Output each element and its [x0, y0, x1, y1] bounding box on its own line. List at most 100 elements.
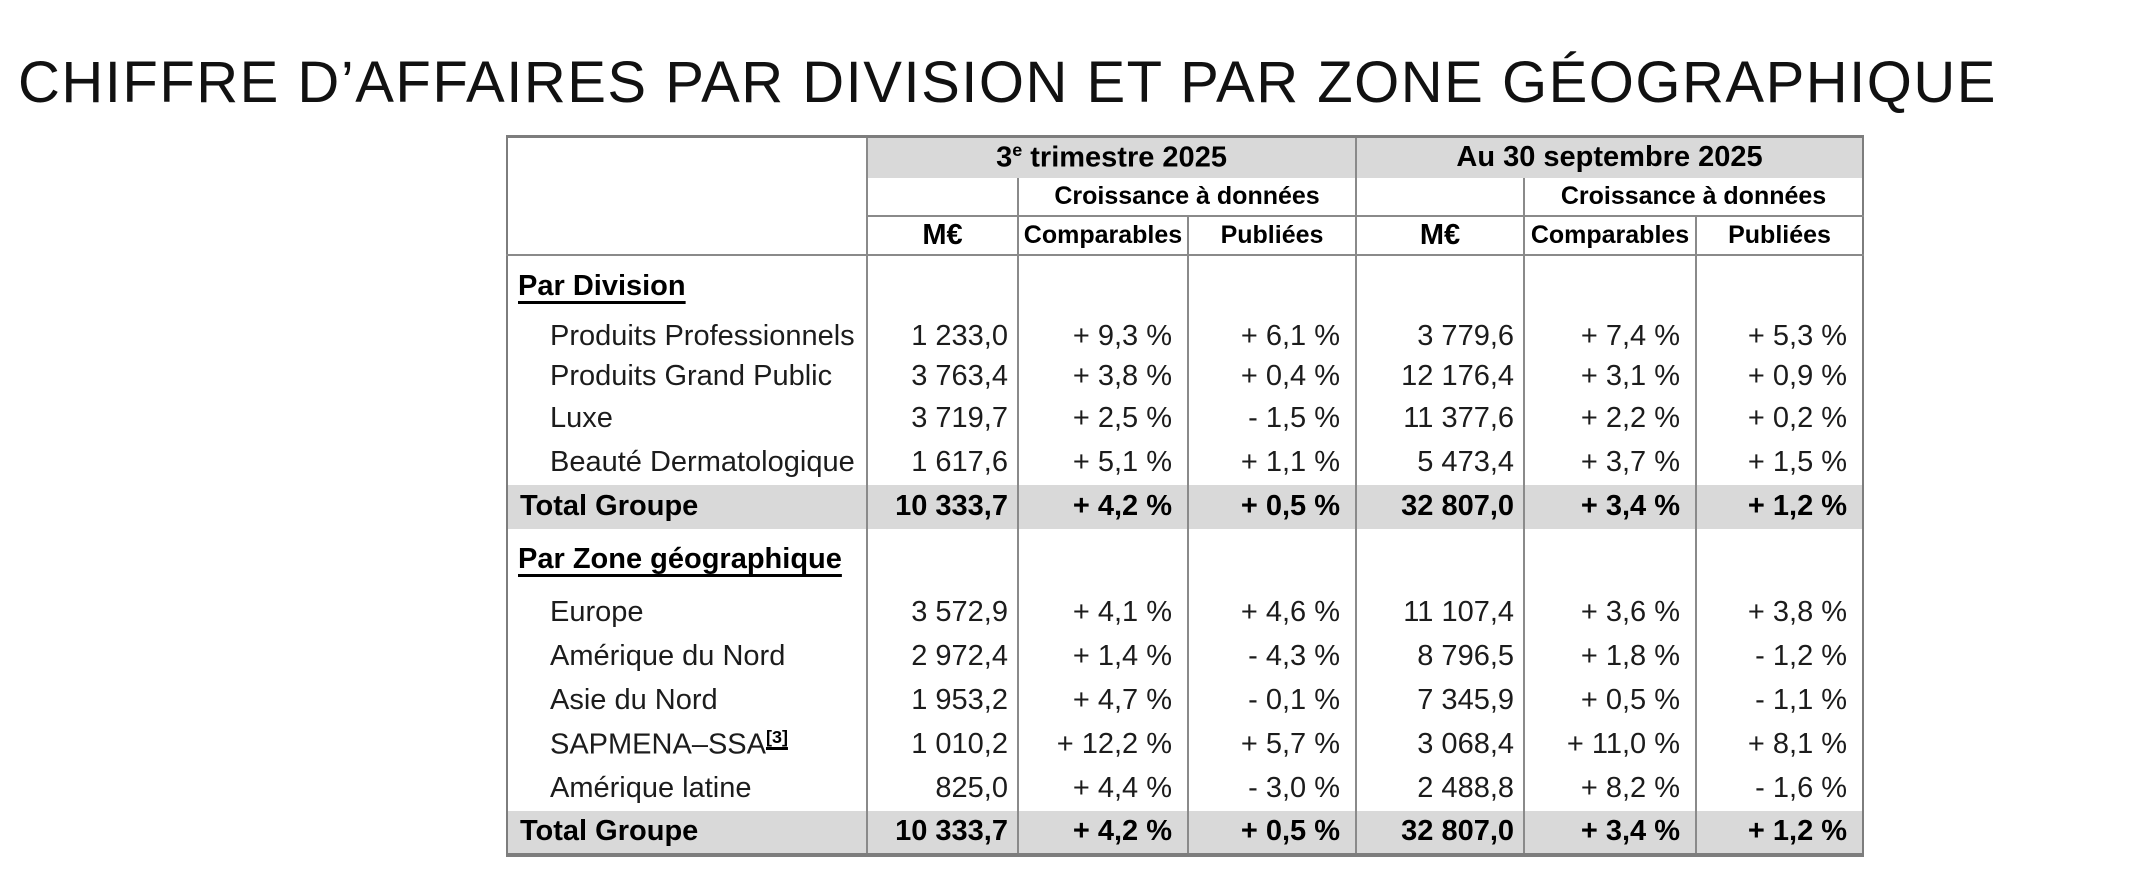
- table-row: Asie du Nord 1 953,2 + 4,7 % - 0,1 % 7 3…: [507, 678, 1864, 723]
- value-cell: 8 796,5: [1355, 634, 1525, 679]
- column-header-row: M€ Comparables Publiées M€ Comparables P…: [507, 215, 1864, 256]
- value-cell: + 1,4 %: [1017, 634, 1188, 679]
- value-cell: + 0,4 %: [1186, 356, 1357, 397]
- value-cell: - 3,0 %: [1186, 766, 1357, 811]
- empty-cell: [866, 528, 1018, 591]
- empty-cell: [1695, 528, 1864, 591]
- footnote-marker: [3]: [765, 727, 788, 748]
- value-cell: 825,0: [866, 766, 1018, 811]
- value-cell: 3 068,4: [1355, 722, 1525, 767]
- empty-cell: [1186, 254, 1357, 317]
- value-cell: + 9,3 %: [1017, 316, 1188, 357]
- value-cell: + 1,2 %: [1695, 810, 1864, 855]
- section-title-division: Par Division: [518, 269, 686, 302]
- unit-header-ytd: M€: [1355, 215, 1525, 256]
- value-cell: - 1,1 %: [1695, 678, 1864, 723]
- value-cell: + 5,7 %: [1186, 722, 1357, 767]
- value-cell: + 4,1 %: [1017, 590, 1188, 635]
- table-row: Amérique latine 825,0 + 4,4 % - 3,0 % 2 …: [507, 766, 1864, 811]
- table-row: Luxe 3 719,7 + 2,5 % - 1,5 % 11 377,6 + …: [507, 396, 1864, 441]
- value-cell: + 7,4 %: [1523, 316, 1697, 357]
- value-cell: + 0,9 %: [1695, 356, 1864, 397]
- value-cell: + 2,5 %: [1017, 396, 1188, 441]
- growth-header-row: Croissance à données Croissance à donnée…: [507, 177, 1864, 217]
- value-cell: + 2,2 %: [1523, 396, 1697, 441]
- value-cell: 1 233,0: [866, 316, 1018, 357]
- value-cell: + 4,6 %: [1186, 590, 1357, 635]
- value-cell: 11 377,6: [1355, 396, 1525, 441]
- value-cell: 1 617,6: [866, 440, 1018, 485]
- section-header-cell: Par Zone géographique: [507, 529, 867, 591]
- section-title-zone: Par Zone géographique: [518, 543, 842, 575]
- revenue-table: 3e trimestre 2025 Au 30 septembre 2025 C…: [506, 135, 1865, 857]
- table-row: Europe 3 572,9 + 4,1 % + 4,6 % 11 107,4 …: [507, 590, 1864, 635]
- comparable-header-ytd: Comparables: [1523, 215, 1697, 256]
- value-cell: 12 176,4: [1355, 356, 1525, 397]
- page-title: CHIFFRE D’AFFAIRES PAR DIVISION ET PAR Z…: [18, 49, 1997, 115]
- value-cell: + 3,1 %: [1523, 356, 1697, 397]
- value-cell: + 4,2 %: [1017, 484, 1188, 529]
- value-cell: 3 572,9: [866, 590, 1018, 635]
- value-cell: + 5,1 %: [1017, 440, 1188, 485]
- period-header-ytd: Au 30 septembre 2025: [1355, 136, 1864, 178]
- value-cell: 32 807,0: [1355, 484, 1525, 529]
- growth-header-q3: Croissance à données: [1016, 177, 1357, 217]
- period-q3-number: 3: [996, 142, 1013, 175]
- value-cell: + 1,1 %: [1186, 440, 1357, 485]
- value-cell: + 3,8 %: [1017, 356, 1188, 397]
- value-cell: 3 763,4: [866, 356, 1018, 397]
- unit-header-q3: M€: [866, 215, 1018, 256]
- value-cell: 5 473,4: [1355, 440, 1525, 485]
- row-label: Asie du Nord: [550, 684, 718, 716]
- section-header-cell: Par Division: [507, 255, 867, 317]
- value-cell: + 3,4 %: [1523, 810, 1697, 855]
- empty-cell: [1355, 177, 1525, 217]
- value-cell: - 0,1 %: [1186, 678, 1357, 723]
- value-cell: + 0,5 %: [1523, 678, 1697, 723]
- period-header-row: 3e trimestre 2025 Au 30 septembre 2025: [507, 136, 1864, 256]
- value-cell: + 12,2 %: [1017, 722, 1188, 767]
- value-cell: + 1,5 %: [1695, 440, 1864, 485]
- published-header-q3: Publiées: [1186, 215, 1357, 256]
- row-label: Luxe: [550, 402, 613, 434]
- published-header-ytd: Publiées: [1695, 215, 1864, 256]
- value-cell: 2 972,4: [866, 634, 1018, 679]
- comparable-header-q3: Comparables: [1017, 215, 1188, 256]
- value-cell: + 6,1 %: [1186, 316, 1357, 357]
- table-row: Beauté Dermatologique 1 617,6 + 5,1 % + …: [507, 440, 1864, 485]
- value-cell: + 0,5 %: [1186, 484, 1357, 529]
- value-cell: + 0,2 %: [1695, 396, 1864, 441]
- value-cell: - 1,2 %: [1695, 634, 1864, 679]
- growth-header-ytd: Croissance à données: [1523, 177, 1864, 217]
- value-cell: + 0,5 %: [1186, 810, 1357, 855]
- value-cell: + 3,4 %: [1523, 484, 1697, 529]
- value-cell: 1 953,2: [866, 678, 1018, 723]
- row-label: Produits Professionnels: [550, 320, 855, 352]
- row-label: Total Groupe: [507, 810, 867, 855]
- value-cell: 32 807,0: [1355, 810, 1525, 855]
- corner-cell: [507, 136, 867, 256]
- value-cell: 10 333,7: [866, 810, 1018, 855]
- table-row: Amérique du Nord 2 972,4 + 1,4 % - 4,3 %…: [507, 634, 1864, 679]
- value-cell: - 1,6 %: [1695, 766, 1864, 811]
- row-label: Europe: [550, 596, 644, 628]
- period-header-q3: 3e trimestre 2025: [865, 136, 1357, 178]
- value-cell: + 3,7 %: [1523, 440, 1697, 485]
- value-cell: 3 719,7: [866, 396, 1018, 441]
- empty-cell: [1355, 254, 1525, 317]
- period-q3-label: trimestre 2025: [1022, 142, 1227, 175]
- value-cell: + 8,2 %: [1523, 766, 1697, 811]
- row-label: Total Groupe: [507, 484, 867, 529]
- value-cell: + 4,4 %: [1017, 766, 1188, 811]
- table-row: Produits Grand Public 3 763,4 + 3,8 % + …: [507, 356, 1864, 397]
- value-cell: + 11,0 %: [1523, 722, 1697, 767]
- value-cell: 2 488,8: [1355, 766, 1525, 811]
- row-label: Amérique du Nord: [550, 640, 786, 672]
- table-row: Produits Professionnels 1 233,0 + 9,3 % …: [507, 316, 1864, 357]
- value-cell: - 4,3 %: [1186, 634, 1357, 679]
- value-cell: 3 779,6: [1355, 316, 1525, 357]
- empty-cell: [1186, 528, 1357, 591]
- value-cell: + 8,1 %: [1695, 722, 1864, 767]
- value-cell: + 3,6 %: [1523, 590, 1697, 635]
- value-cell: + 1,8 %: [1523, 634, 1697, 679]
